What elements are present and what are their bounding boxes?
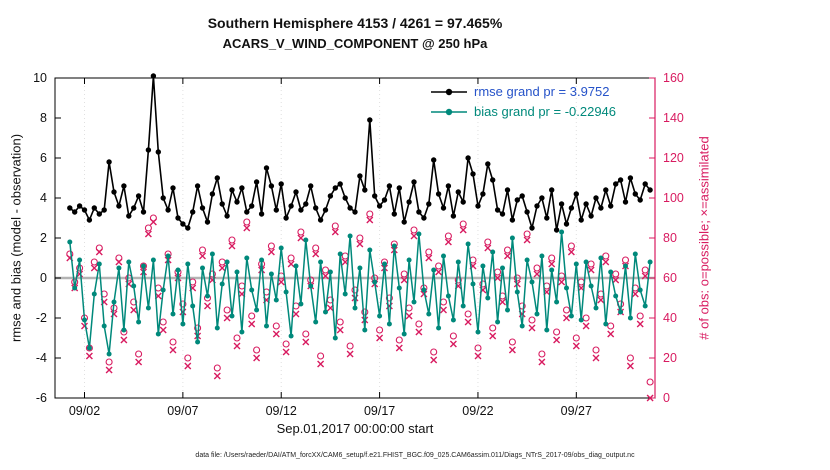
svg-text:09/07: 09/07 bbox=[167, 404, 198, 418]
axes-box bbox=[54, 77, 656, 399]
svg-text:120: 120 bbox=[663, 151, 684, 165]
series-possible-markers bbox=[66, 210, 654, 386]
svg-text:-4: -4 bbox=[36, 351, 47, 365]
svg-text:-6: -6 bbox=[36, 391, 47, 405]
svg-text:09/17: 09/17 bbox=[364, 404, 395, 418]
svg-text:40: 40 bbox=[663, 311, 677, 325]
svg-text:0: 0 bbox=[40, 271, 47, 285]
svg-text:20: 20 bbox=[663, 351, 677, 365]
legend-bias-row: bias grand pr = -0.22946 bbox=[430, 104, 616, 119]
svg-text:60: 60 bbox=[663, 271, 677, 285]
svg-text:8: 8 bbox=[40, 111, 47, 125]
chart-title: Southern Hemisphere 4153 / 4261 = 97.465… bbox=[207, 15, 503, 31]
svg-text:10: 10 bbox=[33, 71, 47, 85]
svg-text:80: 80 bbox=[663, 231, 677, 245]
gridlines bbox=[84, 78, 577, 398]
rmse-line-sample-icon bbox=[430, 86, 468, 98]
chart-subtitle: ACARS_V_WIND_COMPONENT @ 250 hPa bbox=[222, 36, 488, 51]
series-assimilated-markers bbox=[66, 216, 654, 402]
x-axis-label: Sep.01,2017 00:00:00 start bbox=[276, 421, 434, 436]
svg-text:100: 100 bbox=[663, 191, 684, 205]
datafile-caption: data file: /Users/raeder/DAI/ATM_forcXX/… bbox=[195, 452, 635, 459]
legend-rmse-label: rmse grand pr = 3.9752 bbox=[474, 84, 610, 99]
svg-text:160: 160 bbox=[663, 71, 684, 85]
svg-text:09/27: 09/27 bbox=[561, 404, 592, 418]
svg-text:2: 2 bbox=[40, 231, 47, 245]
axis-ticks-and-labels: 09/02 09/07 09/12 09/17 09/22 09/27 -6 -4 -2 0 2 4 6… bbox=[33, 71, 684, 418]
series-bias-markers bbox=[67, 229, 653, 357]
legend-rmse-row: rmse grand pr = 3.9752 bbox=[430, 84, 616, 99]
svg-text:09/12: 09/12 bbox=[266, 404, 297, 418]
svg-text:-2: -2 bbox=[36, 311, 47, 325]
svg-text:09/02: 09/02 bbox=[69, 404, 100, 418]
legend: rmse grand pr = 3.9752 bias grand pr = -… bbox=[430, 84, 616, 119]
svg-text:0: 0 bbox=[663, 391, 670, 405]
legend-bias-label: bias grand pr = -0.22946 bbox=[474, 104, 617, 119]
series-rmse-markers bbox=[67, 73, 653, 233]
svg-text:6: 6 bbox=[40, 151, 47, 165]
svg-text:09/22: 09/22 bbox=[462, 404, 493, 418]
right-axis-label: # of obs: o=possible; ×=assimilated bbox=[696, 136, 712, 340]
svg-text:4: 4 bbox=[40, 191, 47, 205]
bias-line-sample-icon bbox=[430, 106, 468, 118]
svg-text:140: 140 bbox=[663, 111, 684, 125]
left-axis-label: rmse and bias (model - observation) bbox=[8, 133, 24, 343]
